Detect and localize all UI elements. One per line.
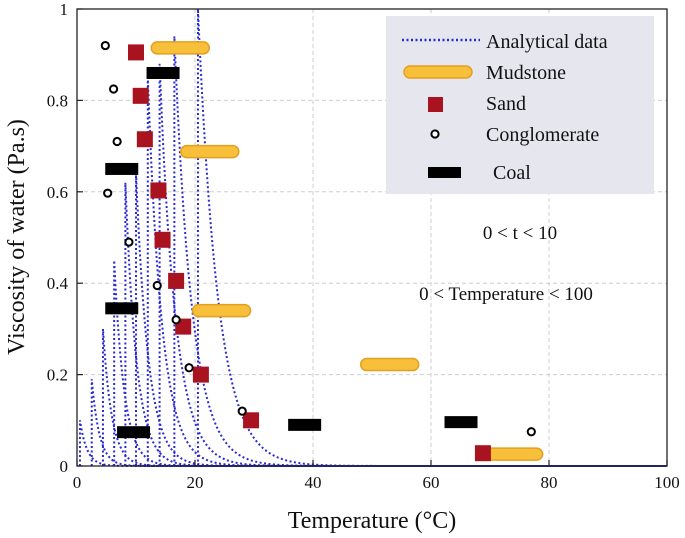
- sand-point: [150, 182, 167, 199]
- sand-point: [243, 412, 260, 429]
- sand-point: [192, 366, 209, 383]
- conglomerate-point: [152, 280, 162, 291]
- mudstone-point: [150, 41, 210, 55]
- conglomerate-point: [184, 363, 194, 373]
- conglomerate-point: [124, 237, 134, 247]
- coal-point: [105, 162, 139, 175]
- y-axis-title: Viscosity of water (Pa.s): [4, 119, 30, 355]
- legend: Analytical data Mudstone Sand Conglomera…: [386, 16, 654, 194]
- conglomerate-point: [171, 315, 181, 325]
- y-tick-label: 1: [60, 0, 69, 19]
- sand-point: [168, 272, 185, 289]
- x-tick-label: 40: [305, 473, 322, 492]
- mudstone-point: [191, 303, 252, 318]
- y-tick-label: 0.4: [47, 274, 69, 293]
- conglomerate-point: [103, 188, 113, 198]
- legend-label-coal: Coal: [493, 162, 531, 184]
- sand-point: [132, 87, 149, 104]
- x-tick-label: 60: [423, 473, 440, 492]
- mudstone-point: [359, 357, 420, 372]
- y-tick-label: 0.2: [47, 366, 68, 385]
- legend-conglomerate-swatch: [430, 129, 440, 139]
- conglomerate-point: [100, 40, 110, 51]
- conglomerate-point: [237, 406, 247, 416]
- x-axis-title: Temperature (°C): [288, 508, 457, 534]
- x-tick-label: 20: [187, 473, 204, 492]
- sand-point: [136, 131, 153, 148]
- legend-coal-swatch: [428, 167, 461, 178]
- sand-point: [474, 445, 491, 462]
- axis-ticks: 0 20 40 60 80 100 0 0.2 0.4 0.6 0.8 1: [47, 0, 680, 492]
- sand-point: [128, 44, 144, 61]
- legend-label-sand: Sand: [486, 93, 526, 115]
- coal-point: [288, 418, 322, 431]
- x-tick-label: 100: [654, 473, 680, 492]
- mudstone-point: [483, 447, 544, 461]
- data-points: [100, 40, 544, 462]
- annotation-temperature-range: 0 < Temperature < 100: [419, 284, 593, 305]
- legend-label-analytical: Analytical data: [486, 31, 608, 53]
- coal-point: [444, 416, 478, 429]
- legend-mudstone-swatch: [403, 65, 473, 79]
- mudstone-point: [180, 144, 240, 159]
- conglomerate-point: [526, 427, 536, 437]
- y-tick-label: 0: [60, 457, 69, 476]
- coal-point: [146, 66, 180, 79]
- legend-label-mudstone: Mudstone: [486, 62, 566, 84]
- x-tick-label: 0: [73, 473, 82, 492]
- annotation-time-range: 0 < t < 10: [483, 223, 557, 244]
- legend-label-conglomerate: Conglomerate: [486, 124, 599, 146]
- coal-point: [105, 302, 139, 315]
- y-tick-label: 0.8: [47, 91, 68, 110]
- coal-point: [117, 426, 151, 439]
- sand-point: [154, 231, 171, 248]
- conglomerate-point: [108, 84, 119, 94]
- legend-sand-swatch: [428, 97, 443, 112]
- x-tick-label: 80: [541, 473, 558, 492]
- plot-frame: [76, 8, 668, 467]
- y-tick-label: 0.6: [47, 183, 68, 202]
- conglomerate-point: [112, 136, 122, 147]
